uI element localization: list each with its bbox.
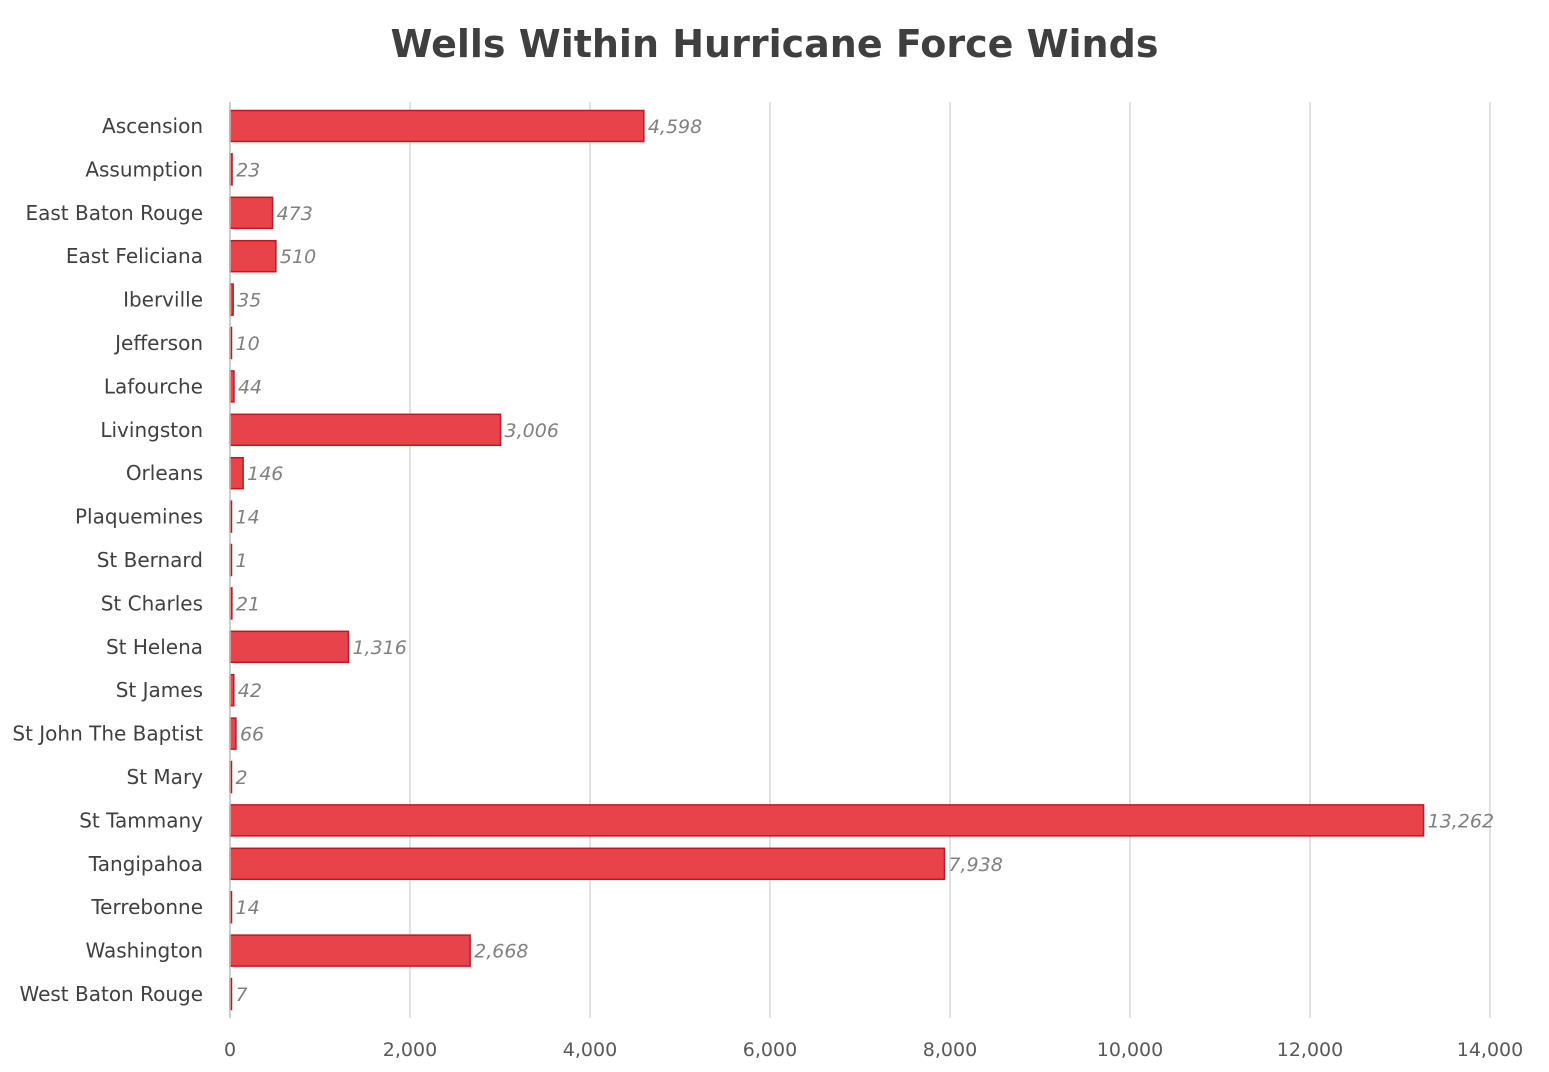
x-tick-label: 14,000 (1457, 1039, 1523, 1061)
category-label: Tangipahoa (88, 852, 203, 876)
labels: 0 2,000 4,000 6,000 8,000 10,000 12,000 14,000 A… (12, 114, 1523, 1061)
category-label: St Mary (127, 765, 204, 789)
bar (229, 109, 645, 143)
x-tick-label: 2,000 (383, 1039, 437, 1061)
gridlines (409, 102, 1491, 1018)
x-tick-label: 0 (224, 1039, 236, 1061)
x-tick-label: 10,000 (1097, 1039, 1163, 1061)
data-label: 21 (236, 593, 260, 615)
data-label: 3,006 (505, 420, 559, 442)
data-label: 66 (240, 724, 264, 746)
data-label: 4,598 (648, 116, 702, 138)
x-tick-label: 12,000 (1277, 1039, 1343, 1061)
data-label: 2,668 (474, 941, 528, 963)
data-label: 14 (236, 897, 260, 919)
category-label: St Charles (101, 591, 203, 615)
bar (229, 630, 350, 664)
data-label: 42 (238, 680, 262, 702)
bar (229, 717, 237, 750)
category-label: East Baton Rouge (25, 201, 203, 225)
data-label: 1,316 (352, 637, 406, 659)
bar (229, 934, 471, 967)
data-label: 10 (236, 333, 260, 355)
data-label: 146 (247, 463, 283, 485)
x-tick-label: 4,000 (563, 1039, 617, 1061)
category-label: Assumption (85, 157, 203, 181)
category-label: Ascension (102, 114, 203, 138)
category-label: Livingston (100, 418, 203, 442)
category-label: Washington (85, 939, 203, 963)
category-label: St John The Baptist (12, 722, 203, 746)
category-label: St Tammany (79, 808, 203, 832)
x-tick-label: 6,000 (743, 1039, 797, 1061)
category-label: Orleans (126, 461, 203, 485)
bar (229, 847, 946, 881)
data-label: 13,262 (1428, 810, 1494, 832)
data-label: 44 (238, 376, 262, 398)
category-label: Lafourche (104, 374, 203, 398)
data-label: 1 (236, 550, 248, 572)
data-label: 14 (236, 507, 260, 529)
bar (229, 239, 277, 273)
bar (229, 413, 502, 447)
bar (229, 456, 244, 490)
category-label: East Feliciana (66, 244, 203, 268)
data-label: 473 (277, 203, 313, 225)
category-label: St Bernard (97, 548, 203, 572)
bar (229, 196, 274, 230)
data-label: 7,938 (948, 854, 1002, 876)
chart-title: Wells Within Hurricane Force Winds (390, 22, 1159, 66)
category-label: St Helena (106, 635, 203, 659)
data-label: 23 (236, 159, 260, 181)
category-label: Plaquemines (75, 505, 203, 529)
data-label: 2 (236, 767, 248, 789)
data-label: 35 (237, 290, 261, 312)
data-label: 510 (280, 246, 316, 268)
category-label: Terrebonne (90, 895, 203, 919)
bars (229, 109, 1425, 1011)
x-tick-label: 8,000 (923, 1039, 977, 1061)
category-label: St James (116, 678, 203, 702)
data-label: 7 (236, 984, 248, 1006)
category-label: Jefferson (113, 331, 203, 355)
bar (229, 804, 1425, 837)
category-label: West Baton Rouge (19, 982, 203, 1006)
category-label: Iberville (123, 288, 203, 312)
